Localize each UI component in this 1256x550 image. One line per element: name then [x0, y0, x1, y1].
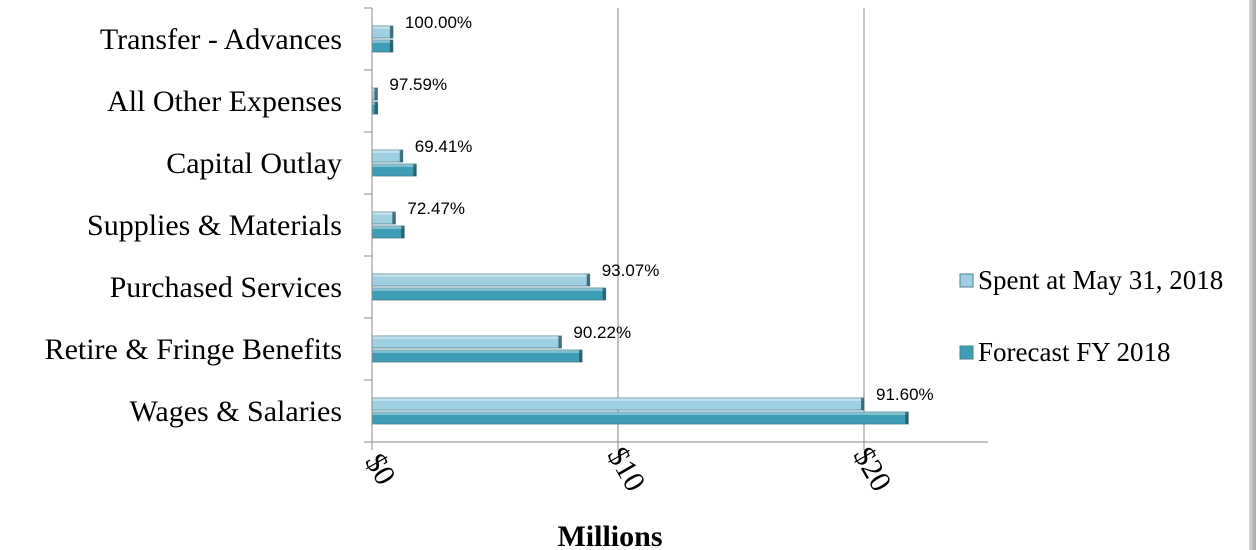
bar-spent [371, 397, 865, 411]
bar-forecast [371, 163, 417, 177]
category-label: Supplies & Materials [87, 209, 342, 242]
axes [364, 7, 988, 450]
bars [371, 25, 909, 425]
data-label: 97.59% [389, 75, 447, 94]
legend-label: Forecast FY 2018 [978, 337, 1170, 367]
bar-spent [371, 87, 378, 101]
category-label: Retire & Fringe Benefits [45, 333, 342, 366]
bar-forecast [371, 287, 607, 301]
labels: 100.00% Transfer - Advances 97.59% All Othe… [45, 13, 934, 497]
bar-spent [371, 273, 591, 287]
bar-forecast [371, 225, 405, 239]
bar-spent [371, 25, 394, 39]
legend: Spent at May 31, 2018 Forecast FY 2018 [959, 265, 1223, 367]
bar-forecast [371, 39, 394, 53]
data-label: 91.60% [876, 385, 934, 404]
legend-swatch [959, 345, 974, 360]
legend-item-spent: Spent at May 31, 2018 [959, 265, 1223, 295]
legend-item-forecast: Forecast FY 2018 [959, 337, 1170, 367]
data-label: 69.41% [415, 137, 473, 156]
category-label: Purchased Services [110, 271, 342, 304]
legend-swatch [959, 273, 974, 288]
bar-spent [371, 149, 404, 163]
data-label: 90.22% [573, 323, 631, 342]
right-edge-shadow [1249, 0, 1256, 550]
bar-spent [371, 211, 396, 225]
category-label: Transfer - Advances [100, 23, 342, 56]
data-label: 93.07% [602, 261, 660, 280]
x-axis-title: Millions [557, 520, 662, 550]
data-label: 72.47% [407, 199, 465, 218]
x-tick-label: $20 [847, 442, 898, 497]
bar-spent [371, 335, 562, 349]
data-label: 100.00% [405, 13, 472, 32]
bar-forecast [371, 101, 379, 115]
category-label: Capital Outlay [166, 147, 342, 180]
category-label: Wages & Salaries [129, 395, 342, 428]
bar-forecast [371, 349, 583, 363]
x-tick-label: $0 [358, 448, 402, 490]
bar-forecast [371, 411, 909, 425]
x-tick-label: $10 [601, 442, 652, 497]
gridlines [617, 8, 865, 442]
legend-label: Spent at May 31, 2018 [978, 265, 1223, 295]
category-label: All Other Expenses [107, 85, 342, 118]
